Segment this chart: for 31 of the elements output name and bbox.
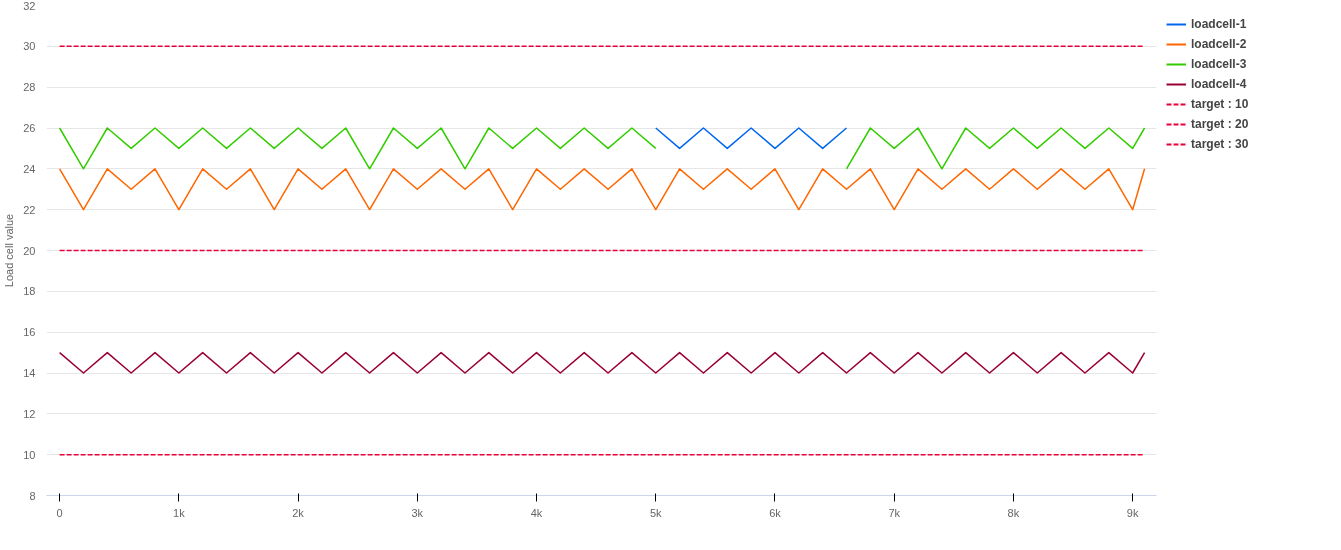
x-tick-label: 0 — [56, 506, 63, 519]
legend-label: loadcell-3 — [1191, 57, 1247, 71]
legend-label: target : 10 — [1191, 97, 1249, 111]
x-tick-label: 4k — [530, 506, 543, 519]
y-tick-label: 10 — [23, 448, 36, 461]
y-tick-label: 14 — [23, 367, 36, 379]
y-tick-label: 22 — [23, 203, 36, 216]
x-tick-label: 8k — [1007, 506, 1020, 519]
y-tick-label: 28 — [23, 81, 36, 94]
x-tick-label: 5k — [649, 506, 663, 519]
x-tick-label: 3k — [411, 506, 424, 519]
x-tick-label: 2k — [292, 506, 305, 519]
y-tick-label: 26 — [23, 122, 36, 134]
x-tick-label: 1k — [173, 506, 186, 519]
y-tick-label: 16 — [23, 326, 36, 339]
legend-label: loadcell-4 — [1191, 77, 1247, 91]
legend-label: loadcell-1 — [1191, 17, 1247, 31]
y-tick-label: 30 — [23, 40, 36, 53]
y-tick-label: 8 — [29, 489, 36, 502]
y-tick-label: 32 — [23, 0, 36, 12]
y-tick-label: 12 — [23, 407, 36, 420]
y-axis-title: Load cell value — [3, 213, 16, 288]
x-tick-label: 6k — [769, 506, 782, 519]
legend-label: target : 20 — [1191, 117, 1249, 131]
x-tick-label: 9k — [1126, 506, 1139, 519]
y-tick-label: 18 — [23, 285, 36, 298]
y-tick-label: 20 — [23, 244, 36, 257]
x-tick-label: 7k — [888, 506, 901, 519]
legend-label: target : 30 — [1191, 137, 1249, 151]
legend-label: loadcell-2 — [1191, 37, 1247, 51]
y-tick-label: 24 — [23, 162, 36, 175]
